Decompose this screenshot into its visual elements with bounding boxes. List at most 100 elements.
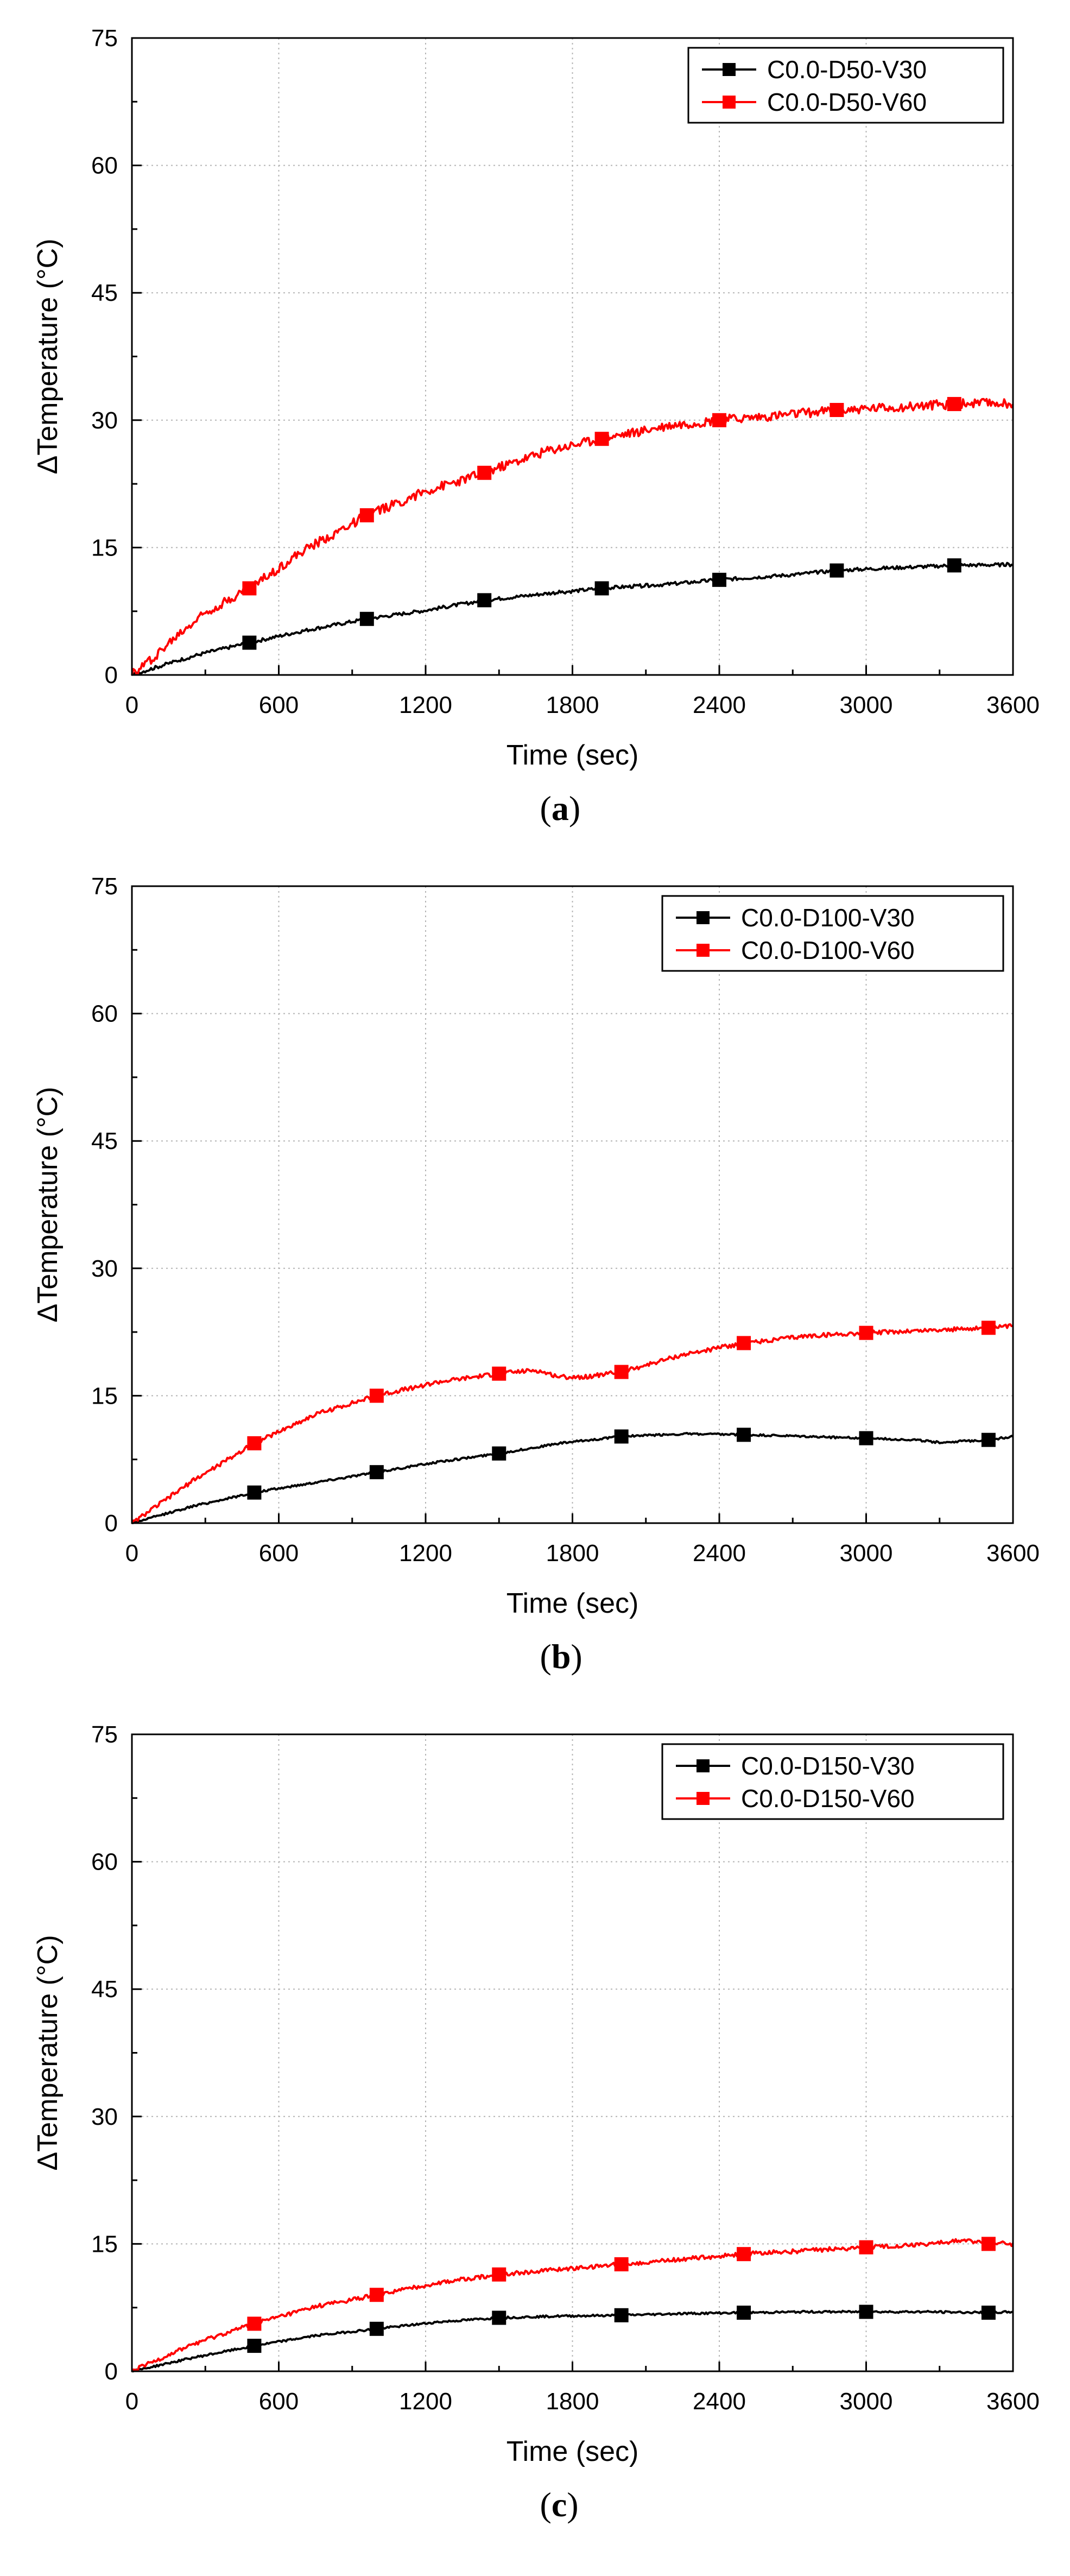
series-marker-1: [242, 581, 257, 596]
series-marker-1: [247, 1436, 262, 1450]
legend-label: C0.0-D100-V60: [741, 936, 915, 964]
caption-letter: c: [552, 2485, 567, 2524]
x-tick-label: 3000: [840, 1540, 893, 1567]
series-marker-1: [594, 432, 609, 446]
x-tick-label: 1200: [399, 692, 452, 718]
y-tick-label: 60: [91, 1001, 118, 1027]
series-marker-0: [477, 593, 492, 608]
series-marker-0: [981, 2306, 996, 2320]
y-tick-label: 75: [91, 25, 118, 52]
series-marker-0: [614, 2308, 629, 2322]
legend-swatch-marker: [697, 1759, 710, 1772]
legend-swatch-marker: [697, 911, 710, 924]
x-tick-label: 3000: [840, 692, 893, 718]
series-marker-1: [737, 1336, 751, 1350]
caption: (a): [540, 789, 581, 828]
legend-swatch-marker: [697, 1792, 710, 1805]
legend-swatch-marker: [723, 63, 736, 76]
series-line-1: [131, 397, 1014, 675]
y-tick-label: 45: [91, 1976, 118, 2003]
x-axis-title: Time (sec): [506, 740, 639, 771]
series-marker-1: [369, 2288, 384, 2302]
series-marker-1: [614, 2257, 629, 2271]
legend: C0.0-D100-V30 C0.0-D100-V60: [661, 895, 1004, 972]
series-marker-1: [859, 1325, 873, 1340]
y-tick-label: 30: [91, 2104, 118, 2130]
x-tick-label: 1800: [546, 692, 599, 718]
x-tick-label: 3600: [986, 692, 1040, 718]
chart-panel-b: 0 600 1200 1800 2400 3000 3600 0 15 30 45 60 75 Time …: [32, 873, 1040, 1676]
series-marker-1: [369, 1388, 384, 1403]
legend-box: [687, 47, 1004, 124]
series-marker-0: [737, 2306, 751, 2320]
series-marker-0: [247, 2339, 262, 2353]
series-marker-1: [947, 397, 961, 412]
series-marker-0: [981, 1432, 996, 1447]
y-tick-label: 15: [91, 2231, 118, 2257]
y-tick-label: 15: [91, 534, 118, 561]
series-marker-0: [369, 1465, 384, 1480]
y-tick-label: 30: [91, 1255, 118, 1282]
caption: (b): [540, 1637, 583, 1676]
x-tick-label: 2400: [693, 2388, 746, 2415]
chart-panel-c: 0 600 1200 1800 2400 3000 3600 0 15 30 45 60 75 Time …: [32, 1721, 1040, 2524]
x-tick-label: 1800: [546, 2388, 599, 2415]
series-marker-1: [492, 1366, 506, 1381]
series-marker-1: [830, 403, 844, 418]
caption-letter: b: [552, 1637, 571, 1676]
series-marker-1: [737, 2247, 751, 2262]
y-tick-label: 75: [91, 873, 118, 900]
x-tick-label: 3600: [986, 1540, 1040, 1567]
x-tick-label: 600: [259, 692, 299, 718]
series-marker-1: [981, 1321, 996, 1335]
y-tick-label: 0: [105, 662, 118, 689]
series-marker-0: [947, 558, 961, 573]
y-axis-title: ΔTemperature (°C): [32, 238, 64, 474]
y-tick-label: 0: [105, 2358, 118, 2385]
series-line-0: [131, 561, 1014, 676]
series-marker-0: [859, 2304, 873, 2319]
x-tick-label: 3000: [840, 2388, 893, 2415]
series-marker-1: [247, 2316, 262, 2331]
x-tick-label: 3600: [986, 2388, 1040, 2415]
legend-box: [661, 895, 1004, 972]
legend-label: C0.0-D150-V60: [741, 1784, 915, 1813]
legend-label: C0.0-D100-V30: [741, 904, 915, 932]
x-tick-label: 0: [125, 2388, 138, 2415]
series-marker-0: [712, 572, 726, 587]
x-tick-label: 0: [125, 1540, 138, 1567]
series-marker-1: [477, 465, 492, 480]
x-tick-label: 0: [125, 692, 138, 718]
x-axis-title: Time (sec): [506, 2436, 639, 2467]
x-tick-label: 1800: [546, 1540, 599, 1567]
y-tick-label: 75: [91, 1721, 118, 1748]
series-marker-0: [492, 1446, 506, 1461]
series-marker-0: [614, 1429, 629, 1444]
legend: C0.0-D50-V30 C0.0-D50-V60: [687, 47, 1004, 124]
legend-box: [661, 1743, 1004, 1820]
caption-letter: a: [552, 789, 569, 828]
series-marker-1: [712, 413, 726, 427]
series-marker-0: [594, 581, 609, 596]
series-marker-0: [737, 1428, 751, 1442]
y-tick-label: 15: [91, 1382, 118, 1409]
series-marker-0: [369, 2321, 384, 2336]
y-tick-label: 0: [105, 1510, 118, 1537]
series-marker-0: [492, 2310, 506, 2325]
legend-swatch-marker: [723, 96, 736, 109]
y-tick-label: 60: [91, 153, 118, 179]
series-marker-1: [859, 2240, 873, 2255]
series-marker-0: [247, 1485, 262, 1500]
x-tick-label: 2400: [693, 1540, 746, 1567]
series-marker-1: [492, 2267, 506, 2282]
x-tick-label: 600: [259, 2388, 299, 2415]
series-marker-1: [981, 2237, 996, 2251]
y-tick-label: 30: [91, 407, 118, 434]
y-axis-title: ΔTemperature (°C): [32, 1087, 64, 1322]
legend-label: C0.0-D50-V60: [767, 88, 927, 116]
legend-label: C0.0-D50-V30: [767, 55, 927, 84]
y-tick-label: 60: [91, 1849, 118, 1876]
y-tick-label: 45: [91, 1128, 118, 1154]
y-tick-label: 45: [91, 280, 118, 306]
